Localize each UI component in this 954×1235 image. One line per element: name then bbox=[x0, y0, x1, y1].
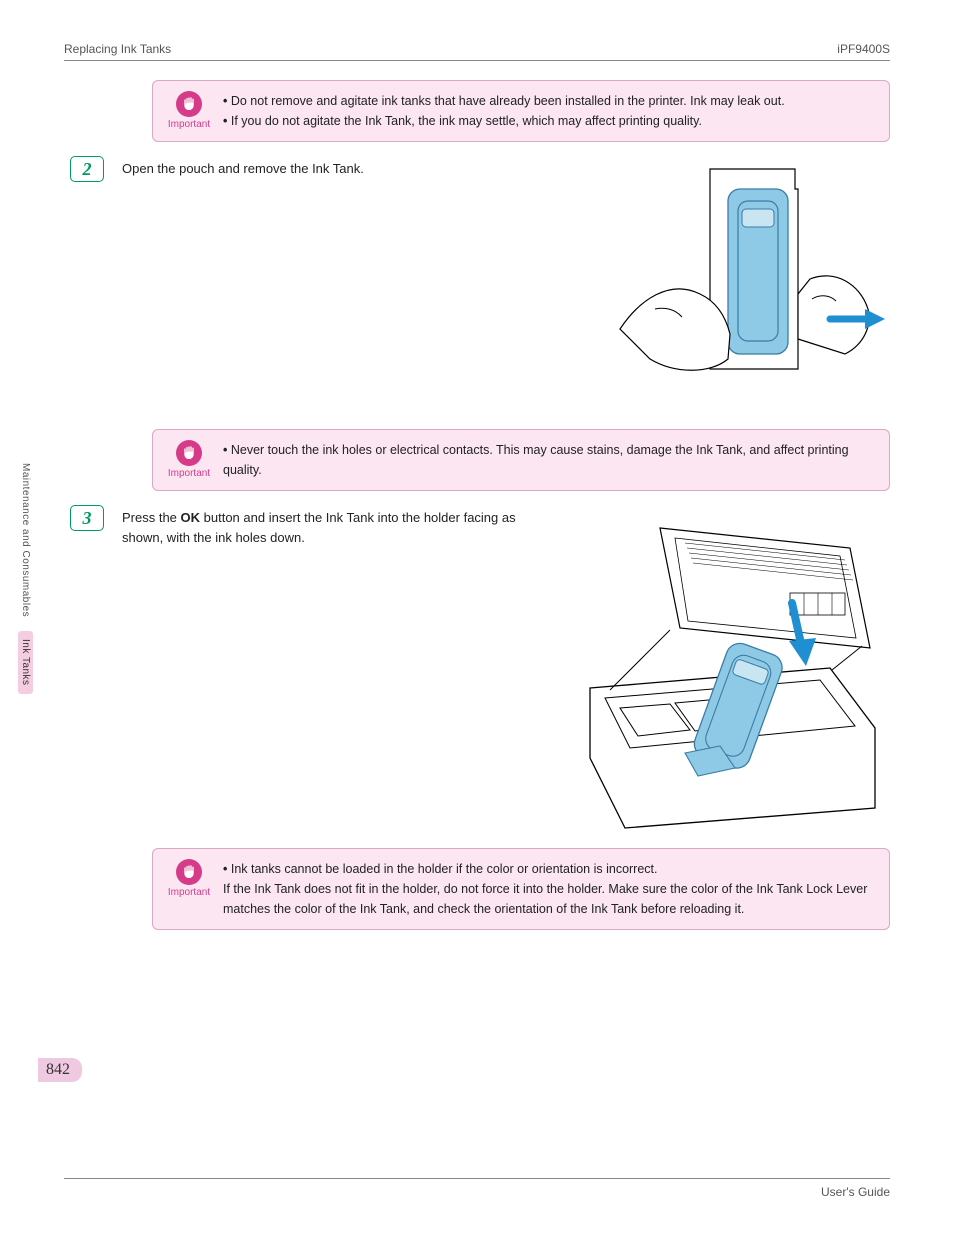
callout2-item-0: Never touch the ink holes or electrical … bbox=[223, 440, 875, 480]
sidebar: Maintenance and Consumables Ink Tanks bbox=[18, 455, 36, 694]
step-2: 2 Open the pouch and remove the Ink Tank… bbox=[64, 156, 890, 419]
step-3-text: Press the OK button and insert the Ink T… bbox=[122, 508, 550, 547]
footer-text: User's Guide bbox=[821, 1185, 890, 1199]
important-callout-2: Important Never touch the ink holes or e… bbox=[152, 429, 890, 491]
callout-text: Never touch the ink holes or electrical … bbox=[223, 440, 875, 480]
sidebar-tab-category: Maintenance and Consumables bbox=[18, 455, 33, 625]
page-footer: User's Guide bbox=[64, 1178, 890, 1199]
header-left: Replacing Ink Tanks bbox=[64, 42, 171, 56]
callout3-line-1: If the Ink Tank does not fit in the hold… bbox=[223, 879, 875, 919]
important-label: Important bbox=[168, 887, 210, 898]
callout3-line-0: Ink tanks cannot be loaded in the holder… bbox=[223, 859, 875, 879]
important-callout-3: Important Ink tanks cannot be loaded in … bbox=[152, 848, 890, 930]
hand-stop-icon bbox=[176, 859, 202, 885]
important-label: Important bbox=[168, 468, 210, 479]
callout-icon-column: Important bbox=[167, 91, 211, 130]
illustration-pouch bbox=[580, 159, 890, 419]
callout1-item-0: Do not remove and agitate ink tanks that… bbox=[223, 91, 875, 111]
callout1-item-1: If you do not agitate the Ink Tank, the … bbox=[223, 111, 875, 131]
header-right: iPF9400S bbox=[837, 42, 890, 56]
callout-text: Ink tanks cannot be loaded in the holder… bbox=[223, 859, 875, 919]
illustration-insert bbox=[570, 508, 890, 838]
hand-stop-icon bbox=[176, 91, 202, 117]
important-callout-1: Important Do not remove and agitate ink … bbox=[152, 80, 890, 142]
step-number: 2 bbox=[70, 156, 104, 182]
step-3: 3 Press the OK button and insert the Ink… bbox=[64, 505, 890, 838]
sidebar-tab-section: Ink Tanks bbox=[18, 631, 33, 694]
important-label: Important bbox=[168, 119, 210, 130]
callout-icon-column: Important bbox=[167, 859, 211, 898]
callout-text: Do not remove and agitate ink tanks that… bbox=[223, 91, 875, 131]
page-header: Replacing Ink Tanks iPF9400S bbox=[64, 42, 890, 61]
step-2-text: Open the pouch and remove the Ink Tank. bbox=[122, 159, 560, 179]
callout-icon-column: Important bbox=[167, 440, 211, 479]
content: Important Do not remove and agitate ink … bbox=[64, 80, 890, 944]
step-number: 3 bbox=[70, 505, 104, 531]
hand-stop-icon bbox=[176, 440, 202, 466]
page-number: 842 bbox=[38, 1058, 82, 1082]
